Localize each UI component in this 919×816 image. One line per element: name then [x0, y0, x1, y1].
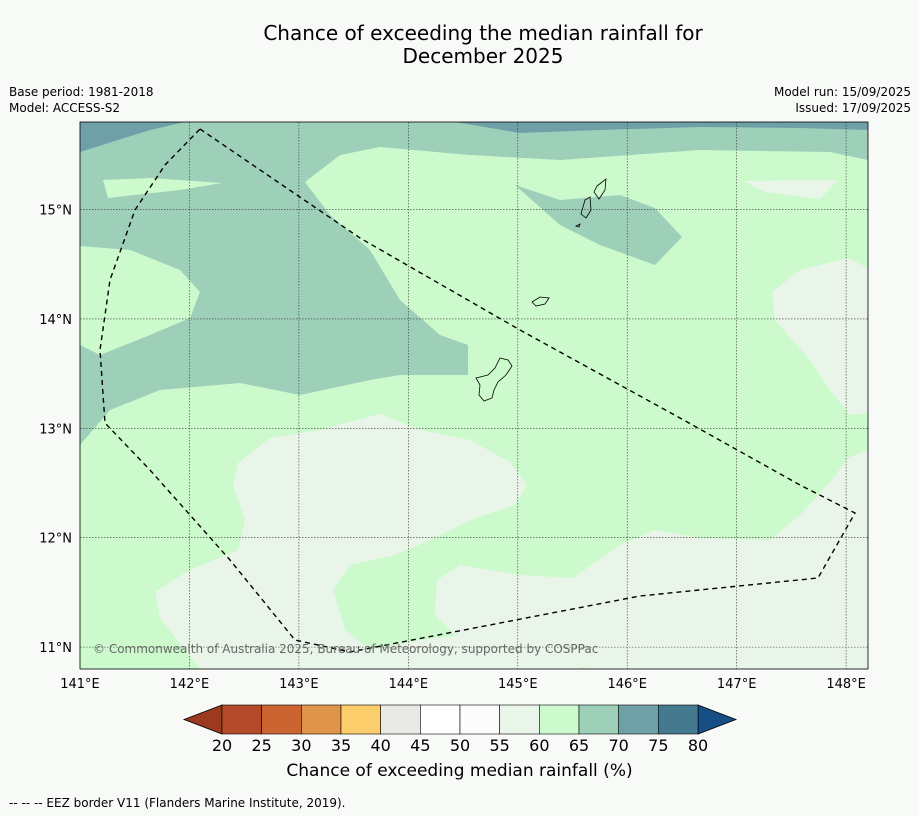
colorbar-swatch	[658, 704, 699, 735]
colorbar-tick-label: 70	[608, 736, 628, 755]
colorbar-tick-label: 40	[370, 736, 390, 755]
colorbar-swatch	[340, 704, 381, 735]
colorbar-tick-label: 80	[688, 736, 708, 755]
colorbar-tick-label: 60	[529, 736, 549, 755]
colorbar-tick-label: 20	[212, 736, 232, 755]
lon-tick-label: 144°E	[389, 677, 429, 692]
meta-left: Base period: 1981-2018 Model: ACCESS-S2	[9, 84, 154, 116]
model-run: Model run: 15/09/2025	[773, 85, 911, 99]
base-period: Base period: 1981-2018	[9, 85, 154, 99]
colorbar-swatch	[459, 704, 500, 735]
title-line-2: December 2025	[402, 44, 564, 68]
colorbar-tick-label: 75	[648, 736, 668, 755]
model-name: Model: ACCESS-S2	[9, 101, 121, 115]
lat-tick-label: 11°N	[39, 641, 72, 656]
lon-tick-label: 142°E	[170, 677, 210, 692]
region-55-60-ne-small	[744, 180, 838, 199]
region-55-60-south	[155, 414, 580, 669]
colorbar-swatch	[420, 704, 461, 735]
lon-tick-label: 147°E	[717, 677, 757, 692]
region-55-60-east	[435, 258, 868, 669]
map-gridlines	[80, 122, 868, 669]
colorbar-tick-label: 25	[251, 736, 271, 755]
saipan-outline	[593, 178, 607, 200]
colorbar: 20 25 30 35 40 45 50 55 60 65 70 75 80	[182, 704, 738, 755]
region-70-75-topright	[455, 122, 868, 133]
lat-tick-label: 15°N	[39, 204, 72, 219]
aguijan-outline	[574, 223, 581, 228]
rota-outline	[531, 296, 550, 307]
colorbar-swatch	[380, 704, 421, 735]
lat-tick-label: 12°N	[39, 532, 72, 547]
meta-right: Model run: 15/09/2025 Issued: 17/09/2025	[774, 84, 911, 116]
island-60-65-nw	[103, 178, 222, 198]
title-line-1: Chance of exceeding the median rainfall …	[263, 21, 703, 45]
colorbar-tick-label: 35	[331, 736, 351, 755]
tinian-outline	[580, 196, 592, 219]
colorbar-tick-label: 45	[410, 736, 430, 755]
island-outlines	[475, 178, 607, 402]
colorbar-extend-high	[697, 704, 738, 735]
issued-date: Issued: 17/09/2025	[795, 101, 911, 115]
lon-tick-label: 141°E	[60, 677, 100, 692]
guam-outline	[475, 357, 513, 402]
colorbar-label: Chance of exceeding median rainfall (%)	[286, 761, 633, 781]
eez-footnote: -- -- -- EEZ border V11 (Flanders Marine…	[9, 796, 346, 810]
region-70-75-top	[80, 122, 185, 152]
map-frame	[79, 121, 869, 670]
chart-title: Chance of exceeding the median rainfall …	[0, 22, 919, 68]
copyright-text: © Commonwealth of Australia 2025, Bureau…	[93, 642, 598, 656]
map-plot-area	[80, 122, 868, 669]
colorbar-swatch	[539, 704, 580, 735]
colorbar-swatch	[618, 704, 659, 735]
lat-tick-label: 14°N	[39, 313, 72, 328]
colorbar-tick-label: 55	[489, 736, 509, 755]
lon-tick-label: 148°E	[826, 677, 866, 692]
lat-tick-labels: 15°N 14°N 13°N 12°N 11°N	[39, 204, 72, 657]
region-65-70	[80, 122, 868, 445]
lon-tick-label: 146°E	[607, 677, 647, 692]
colorbar-extend-low	[182, 704, 223, 735]
colorbar-swatch	[261, 704, 302, 735]
rainfall-map: © Commonwealth of Australia 2025, Bureau…	[39, 121, 869, 755]
colorbar-tick-label: 30	[291, 736, 311, 755]
colorbar-swatch	[221, 704, 262, 735]
region-65-70-east	[515, 185, 682, 265]
colorbar-tick-label: 65	[569, 736, 589, 755]
colorbar-swatch	[499, 704, 540, 735]
colorbar-swatch	[301, 704, 342, 735]
colorbar-swatch	[578, 704, 619, 735]
lon-tick-label: 143°E	[279, 677, 319, 692]
lon-tick-label: 145°E	[498, 677, 538, 692]
lon-tick-labels: 141°E 142°E 143°E 144°E 145°E 146°E 147°E 148°E	[60, 677, 866, 692]
eez-border	[99, 128, 856, 653]
colorbar-tick-label: 50	[450, 736, 470, 755]
lat-tick-label: 13°N	[39, 422, 72, 437]
